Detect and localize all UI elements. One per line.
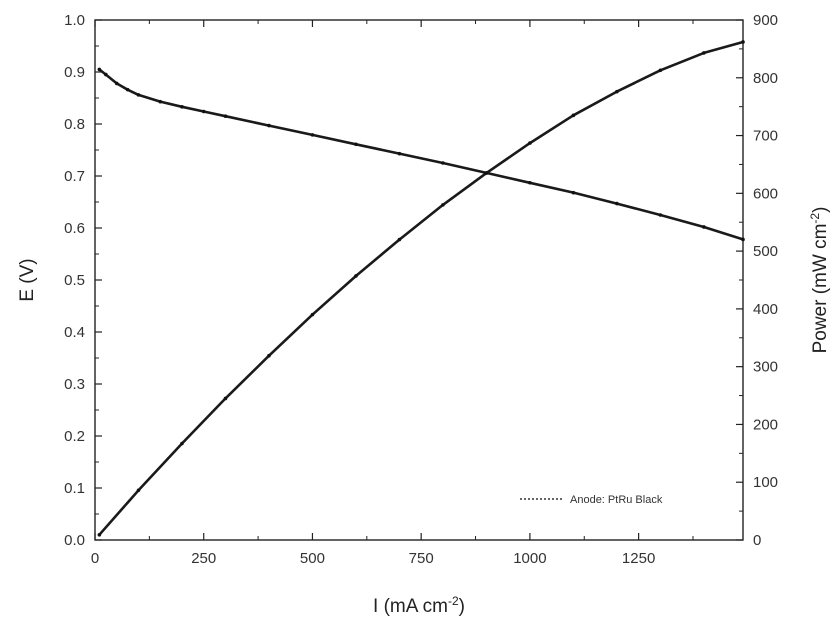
plot-frame [94,19,744,541]
x-axis-title-main: I (mA cm [373,596,448,617]
power-point [658,68,663,73]
y-left-tick-label: 0.2 [64,428,85,445]
power-point [136,488,141,493]
y-left-tick-label: 0.6 [64,220,85,237]
power-point [441,203,445,207]
y-right-tick-label: 300 [753,359,778,376]
power-point [354,274,358,278]
power-point [310,312,315,317]
y-left-tick-label: 0.9 [64,64,85,81]
y-axis-right-title-sup: -2 [808,213,822,224]
voltage-point [136,93,141,97]
y-left-tick-label: 0.4 [64,324,85,341]
y-left-tick-label: 0.0 [64,532,85,549]
y-right-tick-label: 600 [753,185,778,202]
voltage-point [310,133,315,137]
power-point [97,533,102,537]
y-right-tick-label: 900 [753,12,778,29]
x-tick-label: 250 [191,550,216,567]
y-left-tick-label: 0.3 [64,376,85,393]
voltage-point [201,109,206,114]
y-left-tick-label: 0.7 [64,168,85,185]
x-axis-title-sup: -2 [448,594,459,608]
voltage-point [702,225,706,229]
power-point [397,237,402,242]
voltage-curve [98,68,745,241]
x-axis-title-end: ) [459,596,465,617]
voltage-point [528,180,532,185]
y-left-tick-label: 1.0 [64,12,85,29]
y-right-tick-label: 400 [753,301,778,318]
x-tick-label: 0 [91,550,99,567]
x-tick-label: 1000 [513,550,546,567]
y-left-tick-label: 0.8 [64,116,85,133]
y-axis-left-title: E (V) [17,258,38,301]
power-curve [98,40,745,537]
power-point [741,40,745,44]
power-point [702,51,706,55]
voltage-point [741,237,745,242]
y-right-tick-label: 700 [753,128,778,145]
voltage-point [658,213,663,217]
power-point [484,171,489,175]
voltage-point [125,87,130,92]
x-axis-title: I (mA cm-2) [373,594,465,617]
voltage-point [97,67,102,72]
power-point [615,89,619,94]
y-right-tick-label: 800 [753,70,778,87]
y-right-tick-label: 200 [753,416,778,433]
legend-label: Anode: PtRu Black [570,494,663,506]
power-point [180,441,184,446]
y-right-tick-label: 100 [753,474,778,491]
voltage-point [354,142,358,147]
y-axis-right-title-main: Power (mW cm [810,224,831,354]
x-tick-label: 750 [409,550,434,567]
power-point [223,396,228,401]
y-left-tick-label: 0.1 [64,480,85,497]
y-left-tick-label: 0.5 [64,272,85,289]
x-tick-label: 1250 [622,550,655,567]
voltage-point [267,123,271,128]
voltage-point [223,114,228,118]
voltage-point [158,99,163,104]
y-axis-right-title-end: ) [810,207,831,213]
y-right-tick-label: 500 [753,243,778,260]
voltage-point [180,105,184,109]
power-point [528,141,532,145]
legend: Anode: PtRu Black [520,494,663,506]
voltage-point [397,151,402,156]
voltage-point [114,81,119,86]
voltage-point [571,190,576,195]
voltage-point [441,161,445,165]
power-point [267,353,271,358]
y-right-tick-label: 0 [753,532,761,549]
voltage-point [615,201,619,206]
y-axis-right-title: Power (mW cm-2) [808,207,831,354]
x-tick-label: 500 [300,550,325,567]
voltage-point [104,72,108,77]
power-point [571,113,576,118]
